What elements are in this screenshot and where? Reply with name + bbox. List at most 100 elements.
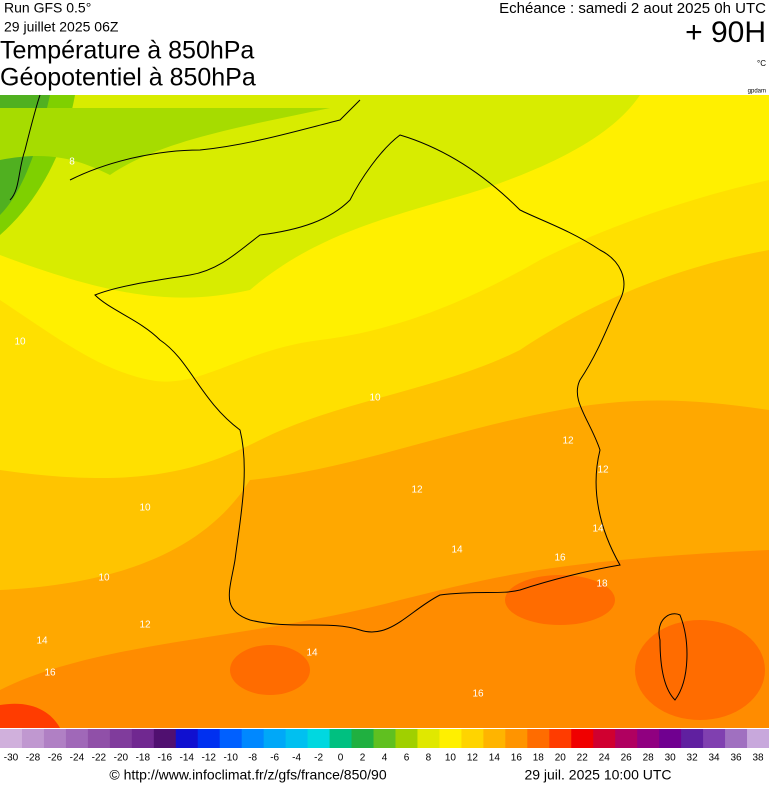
- scale-swatch: [681, 729, 704, 748]
- scale-label: 2: [360, 753, 366, 764]
- scale-swatch: [593, 729, 616, 748]
- scale-swatch: [659, 729, 682, 748]
- coastlines: [9, 94, 688, 701]
- contour-label: 10: [139, 503, 151, 514]
- scale-label: -2: [314, 753, 323, 764]
- contour-label: 18: [596, 579, 608, 590]
- scale-label: -18: [136, 753, 151, 764]
- contour-label: 14: [592, 524, 604, 535]
- scale-label: 26: [621, 753, 633, 764]
- scale-swatch: [637, 729, 660, 748]
- footer-timestamp: 29 juil. 2025 10:00 UTC: [524, 767, 671, 783]
- scale-label: -26: [48, 753, 63, 764]
- scale-label: 20: [555, 753, 567, 764]
- color-scale: -30 -28 -26 -24 -22 -20 -18 -16 -14 -12 -10 -8 -6 -4-…: [0, 729, 769, 764]
- contour-label: 8: [69, 157, 75, 168]
- scale-label: -6: [270, 753, 279, 764]
- run-date: 29 juillet 2025 06Z: [4, 19, 119, 35]
- scale-swatch: [549, 729, 572, 748]
- scale-swatch: [285, 729, 309, 748]
- contour-label: 10: [369, 393, 381, 404]
- scale-label: -12: [202, 753, 217, 764]
- contour-label: 12: [597, 465, 609, 476]
- credit: gpdam: [748, 89, 766, 95]
- scale-label: 32: [687, 753, 699, 764]
- scale-label: 8: [426, 753, 432, 764]
- scale-swatch: [175, 729, 199, 748]
- contour-label: 12: [139, 620, 151, 631]
- scale-swatch: [153, 729, 177, 748]
- scale-swatch: [241, 729, 265, 748]
- scale-swatch: [0, 729, 23, 748]
- scale-swatch: [263, 729, 287, 748]
- scale-label: 36: [730, 753, 742, 764]
- scale-swatch: [329, 729, 353, 748]
- scale-swatch: [87, 729, 111, 748]
- scale-label: 16: [511, 753, 523, 764]
- scale-swatch: [109, 729, 133, 748]
- scale-label: -30: [4, 753, 19, 764]
- scale-label: -8: [248, 753, 257, 764]
- scale-label: -14: [180, 753, 195, 764]
- contour-label: 14: [36, 636, 48, 647]
- scale-swatch: [131, 729, 155, 748]
- scale-swatch: [571, 729, 594, 748]
- scale-label: 0: [338, 753, 344, 764]
- scale-swatch: [373, 729, 396, 748]
- scale-label: -4: [292, 753, 301, 764]
- scale-label: 4: [382, 753, 388, 764]
- scale-label: 24: [599, 753, 611, 764]
- scale-swatch: [747, 729, 769, 748]
- contour-label: 10: [98, 573, 110, 584]
- contour-label: 14: [451, 545, 463, 556]
- scale-label: 38: [752, 753, 764, 764]
- lead-time: + 90H: [685, 16, 766, 49]
- scale-label: 34: [709, 753, 721, 764]
- scale-label: -24: [70, 753, 85, 764]
- scale-swatch: [197, 729, 221, 748]
- contour-label: 16: [44, 668, 56, 679]
- scale-label: -28: [26, 753, 41, 764]
- title: Température à 850hPa: [0, 37, 254, 65]
- scale-swatch: [483, 729, 506, 748]
- scale-swatch: [417, 729, 440, 748]
- scale-swatch: [21, 729, 45, 748]
- scale-label: 10: [445, 753, 457, 764]
- scale-swatch: [505, 729, 528, 748]
- scale-label: -20: [114, 753, 129, 764]
- run-label: Run GFS 0.5°: [4, 0, 91, 16]
- scale-label: 6: [404, 753, 410, 764]
- scale-swatch: [439, 729, 462, 748]
- scale-label: 22: [577, 753, 589, 764]
- scale-swatch: [703, 729, 726, 748]
- scale-label: 14: [489, 753, 501, 764]
- scale-label: -16: [158, 753, 173, 764]
- forecast-label: Echéance : samedi 2 aout 2025 0h UTC: [499, 0, 766, 17]
- contour-label: 10: [14, 337, 26, 348]
- scale-label: -10: [223, 753, 238, 764]
- scale-label: 28: [643, 753, 655, 764]
- scale-swatch: [527, 729, 550, 748]
- footer-url: © http://www.infoclimat.fr/z/gfs/france/…: [109, 767, 386, 783]
- scale-swatch: [725, 729, 748, 748]
- contour-label: 16: [554, 553, 566, 564]
- scale-swatch: [65, 729, 89, 748]
- map-field: [0, 95, 769, 728]
- scale-label: 30: [665, 753, 677, 764]
- scale-label: 12: [467, 753, 479, 764]
- contour-labels: 8 10 10 10 10 12 12 12 12 14 14 14 14 16 16 16 18: [14, 157, 609, 700]
- contour-label: 14: [306, 648, 318, 659]
- contour-label: 12: [562, 436, 574, 447]
- scale-swatch: [615, 729, 638, 748]
- scale-swatch: [351, 729, 375, 748]
- scale-swatch: [307, 729, 331, 748]
- scale-swatch: [395, 729, 418, 748]
- contour-label: 12: [411, 485, 423, 496]
- scale-swatch: [43, 729, 67, 748]
- scale-swatch: [461, 729, 484, 748]
- scale-label: 18: [533, 753, 545, 764]
- unit: °C: [757, 59, 766, 68]
- scale-swatch: [219, 729, 243, 748]
